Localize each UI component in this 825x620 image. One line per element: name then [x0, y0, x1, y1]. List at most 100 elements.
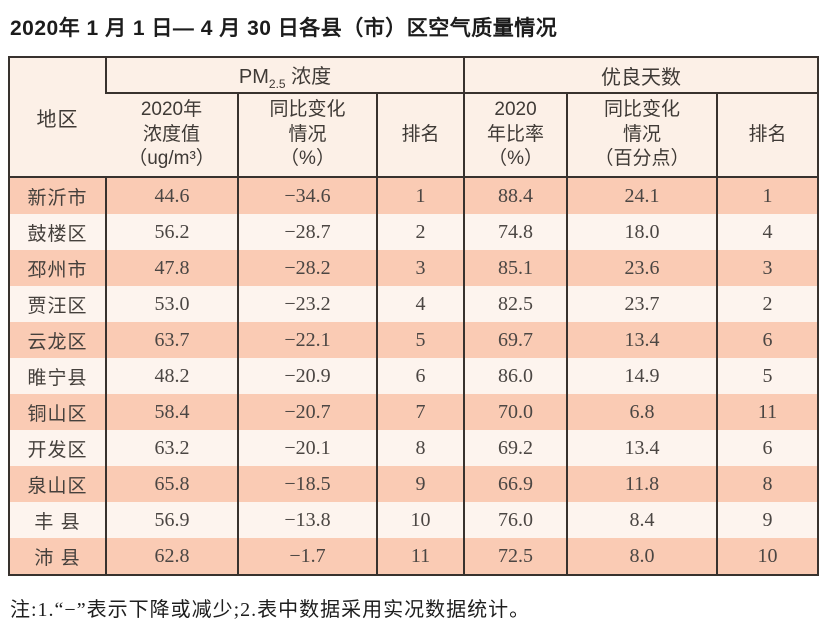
cell-region: 铜山区	[27, 403, 88, 425]
cell-pm-change: −1.7	[237, 538, 377, 575]
cell-pm-change: −28.2	[237, 250, 377, 286]
cell-region: 睢宁县	[27, 367, 88, 389]
cell-pm-change: −34.6	[237, 177, 377, 214]
cell-good-change: 23.7	[566, 286, 718, 322]
cell-pm-value: 63.7	[105, 322, 238, 358]
col-header-region: 地区	[9, 57, 106, 178]
cell-pm-rank: 3	[375, 250, 465, 286]
cell-good-change: 14.9	[566, 358, 718, 394]
cell-region: 邳州市	[27, 259, 88, 281]
table-row: 新沂市 44.6 −34.6 1 88.4 24.1 1	[9, 177, 819, 214]
table-row: 鼓楼区 56.2 −28.7 2 74.8 18.0 4	[9, 214, 819, 250]
cell-pm-value: 63.2	[105, 430, 238, 466]
cell-good-ratio: 88.4	[463, 177, 568, 214]
cell-good-ratio: 86.0	[463, 358, 568, 394]
cell-pm-rank: 4	[375, 286, 465, 322]
cell-pm-rank: 8	[375, 430, 465, 466]
cell-pm-rank: 2	[375, 214, 465, 250]
cell-region: 泉山区	[27, 475, 88, 497]
cell-pm-value: 53.0	[105, 286, 238, 322]
cell-good-rank: 4	[716, 214, 819, 250]
cell-good-rank: 8	[716, 466, 819, 502]
cell-good-change: 13.4	[566, 430, 718, 466]
air-quality-table: 地区 PM2.5 浓度 优良天数 2020年 浓度值 （ug/m³） 同比变化 …	[8, 56, 820, 576]
cell-region: 鼓楼区	[27, 223, 88, 245]
cell-good-ratio: 74.8	[463, 214, 568, 250]
pm25-suffix: 浓度	[285, 65, 332, 88]
pm25-prefix: PM	[238, 65, 269, 88]
cell-pm-change: −22.1	[237, 322, 377, 358]
cell-pm-value: 48.2	[105, 358, 238, 394]
cell-region: 贾汪区	[27, 295, 88, 317]
col-header-pm-change: 同比变化 情况 （%）	[237, 93, 377, 178]
col-header-pm-value: 2020年 浓度值 （ug/m³）	[106, 93, 238, 178]
cell-pm-rank: 5	[375, 322, 465, 358]
cell-good-ratio: 82.5	[463, 286, 568, 322]
cell-pm-rank: 1	[375, 177, 465, 214]
cell-pm-value: 44.6	[105, 177, 238, 214]
cell-pm-rank: 10	[375, 502, 465, 538]
cell-good-change: 18.0	[566, 214, 718, 250]
cell-pm-value: 65.8	[105, 466, 238, 502]
cell-good-change: 6.8	[566, 394, 718, 430]
cell-good-ratio: 72.5	[463, 538, 568, 575]
cell-good-change: 11.8	[566, 466, 718, 502]
cell-good-ratio: 76.0	[463, 502, 568, 538]
header-sub-row: 2020年 浓度值 （ug/m³） 同比变化 情况 （%） 排名 2020 年比…	[9, 93, 819, 178]
pm25-subscript: 2.5	[268, 76, 286, 91]
cell-pm-value: 47.8	[105, 250, 238, 286]
col-group-pm25: PM2.5 浓度	[104, 57, 465, 94]
table-footnote: 注:1.“−”表示下降或减少;2.表中数据采用实况数据统计。	[10, 599, 531, 620]
table-row: 云龙区 63.7 −22.1 5 69.7 13.4 6	[9, 322, 819, 358]
cell-pm-change: −20.9	[237, 358, 377, 394]
table-header: 地区 PM2.5 浓度 优良天数 2020年 浓度值 （ug/m³） 同比变化 …	[9, 57, 819, 178]
cell-good-rank: 3	[716, 250, 819, 286]
table-row: 开发区 63.2 −20.1 8 69.2 13.4 6	[9, 430, 819, 466]
cell-good-rank: 11	[716, 394, 819, 430]
cell-good-rank: 2	[716, 286, 819, 322]
cell-good-rank: 5	[716, 358, 819, 394]
col-header-good-rank: 排名	[716, 93, 819, 178]
cell-good-rank: 10	[716, 538, 819, 575]
table-row: 贾汪区 53.0 −23.2 4 82.5 23.7 2	[9, 286, 819, 322]
cell-pm-value: 56.9	[105, 502, 238, 538]
cell-pm-change: −18.5	[237, 466, 377, 502]
cell-pm-rank: 7	[375, 394, 465, 430]
cell-good-ratio: 85.1	[463, 250, 568, 286]
cell-region: 新沂市	[27, 187, 88, 209]
cell-good-rank: 6	[716, 322, 819, 358]
table-row: 邳州市 47.8 −28.2 3 85.1 23.6 3	[9, 250, 819, 286]
cell-good-ratio: 69.7	[463, 322, 568, 358]
cell-good-change: 23.6	[566, 250, 718, 286]
page-title: 2020年 1 月 1 日— 4 月 30 日各县（市）区空气质量情况	[10, 17, 558, 40]
cell-pm-rank: 9	[375, 466, 465, 502]
cell-region: 云龙区	[27, 331, 88, 353]
col-header-good-ratio: 2020 年比率 （%）	[463, 93, 568, 178]
table-row: 睢宁县 48.2 −20.9 6 86.0 14.9 5	[9, 358, 819, 394]
table-row: 丰 县 56.9 −13.8 10 76.0 8.4 9	[9, 502, 819, 538]
cell-pm-change: −28.7	[237, 214, 377, 250]
cell-region: 开发区	[27, 439, 88, 461]
cell-good-ratio: 66.9	[463, 466, 568, 502]
cell-pm-value: 58.4	[105, 394, 238, 430]
table-body: 新沂市 44.6 −34.6 1 88.4 24.1 1 鼓楼区 56.2 −2…	[9, 177, 819, 575]
cell-good-change: 24.1	[566, 177, 718, 214]
cell-pm-rank: 11	[375, 538, 465, 575]
cell-region: 丰 县	[34, 511, 81, 533]
cell-good-rank: 6	[716, 430, 819, 466]
col-header-good-change: 同比变化 情况 （百分点）	[566, 93, 718, 178]
col-group-good-days: 优良天数	[463, 57, 819, 94]
cell-good-rank: 9	[716, 502, 819, 538]
cell-good-change: 8.0	[566, 538, 718, 575]
cell-pm-change: −20.1	[237, 430, 377, 466]
table-row: 沛 县 62.8 −1.7 11 72.5 8.0 10	[9, 538, 819, 575]
cell-pm-rank: 6	[375, 358, 465, 394]
cell-good-change: 13.4	[566, 322, 718, 358]
cell-good-ratio: 69.2	[463, 430, 568, 466]
col-header-pm-rank: 排名	[375, 93, 465, 178]
table-row: 铜山区 58.4 −20.7 7 70.0 6.8 11	[9, 394, 819, 430]
cell-region: 沛 县	[34, 547, 81, 569]
cell-good-rank: 1	[716, 177, 819, 214]
cell-pm-value: 56.2	[105, 214, 238, 250]
header-group-row: 地区 PM2.5 浓度 优良天数	[9, 57, 819, 178]
